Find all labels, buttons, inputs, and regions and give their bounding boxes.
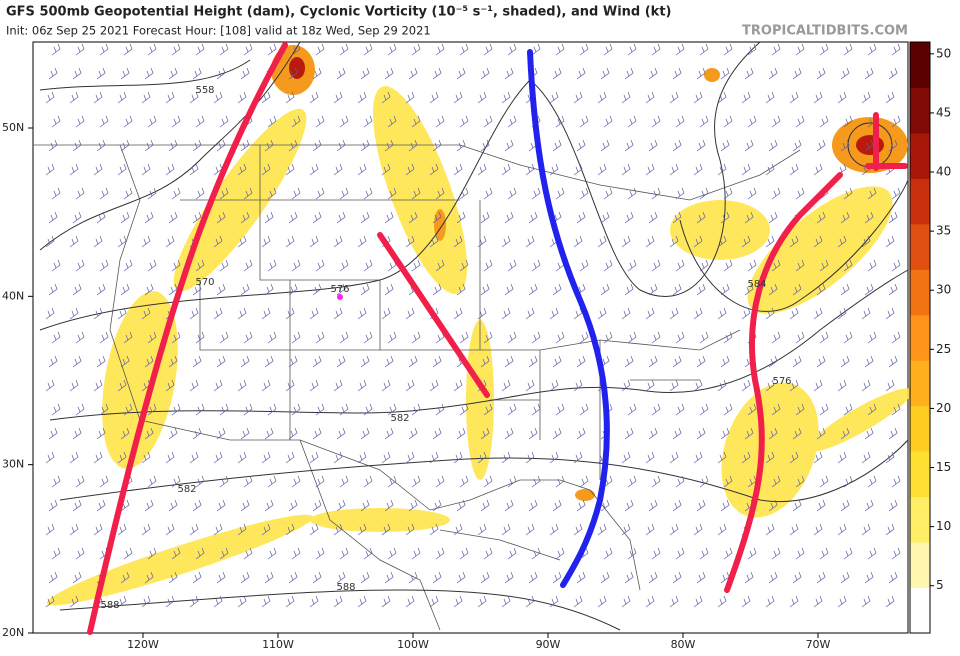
colorbar-label: 35 [936,224,951,238]
lon-label: 110W [262,638,294,651]
colorbar-label: 20 [936,401,951,415]
analysis-lines [87,42,908,635]
lat-label: 30N [2,458,24,471]
height-contours [39,41,909,631]
colorbar-segment [910,42,930,88]
colorbar-segment [910,132,930,179]
contour-label: 588 [100,600,119,611]
colorbar-frame [909,41,931,634]
colorbar-segment [910,87,930,134]
lat-label: 40N [2,289,24,302]
colorbar-label: 25 [936,342,951,356]
colorbar-label: 45 [936,105,951,119]
lon-label: 70W [806,638,831,651]
wind-barbs [45,43,901,608]
lat-label: 20N [2,626,24,639]
contour-label: 570 [195,277,214,288]
lon-label: 120W [127,638,159,651]
subtitle: Init: 06z Sep 25 2021 Forecast Hour: [10… [6,24,431,38]
contour-label: 576 [772,376,791,387]
lon-label: 90W [536,638,561,651]
colorbar-label: 15 [936,460,951,474]
colorbar-segment [910,405,930,452]
map-area [32,41,913,635]
contour-label: 558 [195,85,214,96]
colorbar-segment [910,587,930,634]
colorbar-segment [910,496,930,543]
colorbar-segment [910,178,930,225]
vorticity-shading [46,86,913,606]
credit: TROPICALTIDBITS.COM [742,24,908,39]
colorbar-label: 5 [936,578,944,592]
contour-label: 582 [177,484,196,495]
colorbar-segment [910,314,930,361]
colorbar-segment [910,360,930,407]
colorbar-segment [910,542,930,589]
colorbar-label: 50 [936,46,951,60]
lat-label: 50N [2,121,24,134]
contour-label: 582 [390,413,409,424]
colorbar-label: 30 [936,283,951,297]
lon-label: 100W [397,638,429,651]
lon-label: 80W [671,638,696,651]
marker [337,294,343,300]
colorbar-segment [910,269,930,316]
colorbar-segment [910,451,930,498]
colorbar-label: 40 [936,165,951,179]
colorbar-label: 10 [936,519,951,533]
contour-label: 584 [747,279,766,290]
title: GFS 500mb Geopotential Height (dam), Cyc… [6,5,672,20]
contour-label: 576 [330,284,349,295]
contour-label: 588 [336,582,355,593]
colorbar-segment [910,223,930,270]
